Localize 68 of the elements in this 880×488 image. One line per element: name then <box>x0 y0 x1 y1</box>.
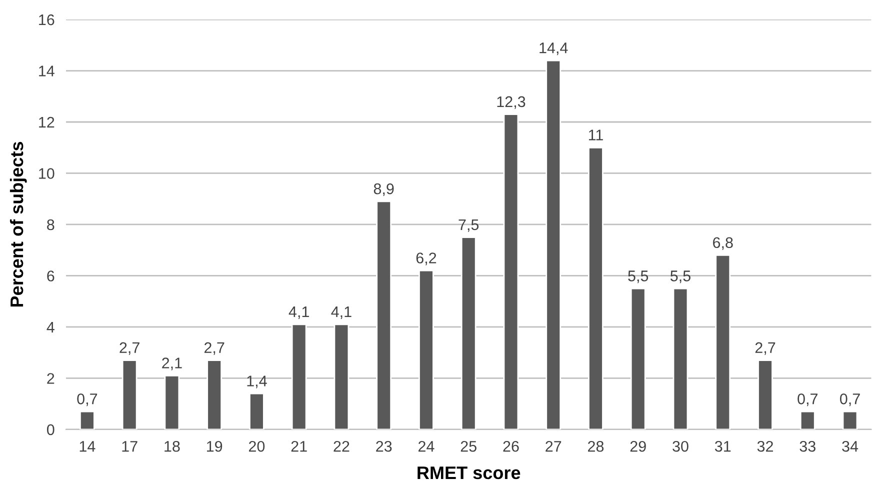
x-tick-label: 21 <box>291 440 307 452</box>
x-tick-label: 28 <box>588 440 604 452</box>
y-tick-label: 14 <box>39 66 54 76</box>
bar <box>630 288 646 430</box>
x-tick-label: 19 <box>206 440 222 452</box>
data-label: 2,7 <box>120 342 140 355</box>
x-tick-label: 29 <box>630 440 646 452</box>
y-tick-label: 16 <box>39 14 54 26</box>
x-tick-label: 24 <box>418 440 434 452</box>
x-tick-label: 33 <box>800 440 816 452</box>
data-label: 14,4 <box>540 42 568 56</box>
x-tick-label: 27 <box>546 440 562 452</box>
x-tick-label: 31 <box>714 440 731 452</box>
data-label: 0,7 <box>840 394 860 406</box>
x-tick-label: 17 <box>122 441 138 452</box>
x-tick-label: 18 <box>164 440 180 452</box>
bar <box>842 410 858 430</box>
x-tick-label: 30 <box>672 440 688 452</box>
bar <box>249 392 264 430</box>
bar <box>164 374 180 430</box>
x-tick-label: 26 <box>503 440 519 452</box>
bar <box>588 146 604 430</box>
data-label: 2,7 <box>204 342 224 355</box>
bar <box>800 410 816 430</box>
x-tick-label: 34 <box>842 440 858 452</box>
bar <box>376 200 392 430</box>
data-label: 12,3 <box>497 96 526 109</box>
data-label: 8,9 <box>374 183 394 196</box>
bar <box>80 410 95 430</box>
data-label: 6,2 <box>416 252 436 266</box>
y-tick-label: 0 <box>46 424 54 436</box>
y-tick-label: 6 <box>47 270 54 282</box>
x-tick-label: 20 <box>248 440 265 452</box>
data-label: 0,7 <box>77 394 98 406</box>
data-label: 2,1 <box>162 358 182 370</box>
data-label: 4,1 <box>331 306 352 320</box>
bar <box>546 60 562 430</box>
data-label: 5,5 <box>628 270 648 284</box>
x-tick-label: 22 <box>334 440 350 452</box>
data-label: 0,7 <box>798 394 818 406</box>
data-label: 2,7 <box>755 342 776 355</box>
bar <box>334 324 350 430</box>
bar <box>206 360 222 430</box>
data-label: 5,5 <box>670 270 690 284</box>
y-tick-label: 8 <box>47 219 54 230</box>
data-label: 1,4 <box>247 376 267 388</box>
y-tick-label: 4 <box>46 322 54 332</box>
bar <box>460 236 476 430</box>
bar <box>715 254 731 430</box>
bar <box>291 324 307 430</box>
data-label: 6,8 <box>713 237 733 250</box>
x-tick-label: 23 <box>376 440 392 452</box>
bar <box>418 270 434 430</box>
data-label: 11 <box>588 130 603 140</box>
y-tick-label: 12 <box>39 116 54 128</box>
bar <box>122 360 138 430</box>
data-label: 7,5 <box>458 219 479 232</box>
y-tick-label: 2 <box>47 373 54 384</box>
x-tick-label: 32 <box>757 440 773 452</box>
bar <box>758 360 773 430</box>
bar <box>503 114 519 430</box>
bar <box>672 288 688 430</box>
x-tick-label: 14 <box>80 441 96 452</box>
x-tick-label: 25 <box>460 440 476 452</box>
y-axis-title: Percent of subjects <box>10 142 27 307</box>
y-tick-label: 10 <box>39 168 54 179</box>
data-label: 4,1 <box>288 306 309 320</box>
x-axis-title: RMET score <box>418 466 520 480</box>
